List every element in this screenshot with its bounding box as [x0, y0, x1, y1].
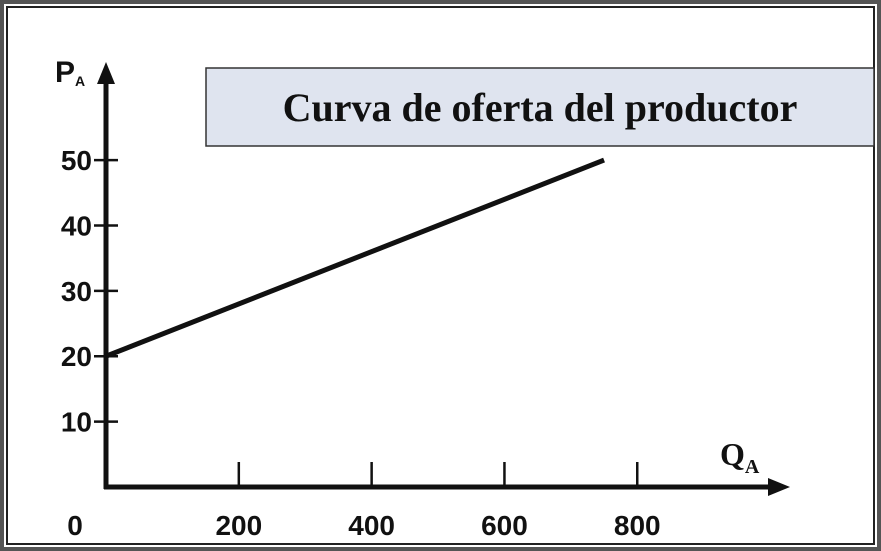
x-label-main: Q	[720, 436, 745, 472]
chart-title: Curva de oferta del productor	[283, 85, 798, 130]
y-label-sub: A	[75, 73, 85, 89]
plot: 10 20 30 40 50 200 400 600 800	[61, 62, 790, 541]
y-axis-arrow	[97, 62, 115, 84]
y-label-main: P	[55, 56, 75, 89]
title-box	[205, 67, 875, 147]
origin-label: 0	[67, 510, 83, 541]
y-tick-label: 50	[61, 145, 92, 176]
y-tick-label: 40	[61, 210, 92, 241]
supply-line	[105, 157, 605, 359]
y-tick-label: 10	[61, 407, 92, 438]
y-tick-label: 30	[61, 276, 92, 307]
inner-frame	[6, 6, 875, 545]
y-tick-label: 20	[61, 341, 92, 372]
x-tick-label: 400	[348, 510, 395, 541]
x-label-sub: A	[745, 456, 760, 478]
y-axis-label: PA	[55, 56, 85, 89]
x-tick-label: 800	[614, 510, 661, 541]
x-axis-label: QA	[720, 436, 760, 478]
x-tick-label: 600	[481, 510, 528, 541]
x-axis-arrow	[768, 478, 790, 496]
x-tick-label: 200	[215, 510, 262, 541]
